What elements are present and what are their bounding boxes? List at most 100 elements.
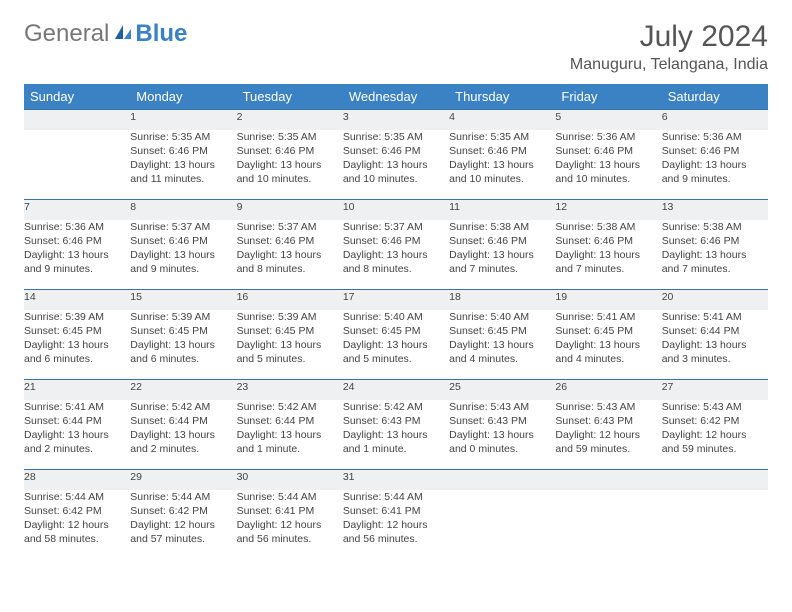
page-header: General Blue July 2024 Manuguru, Telanga…	[24, 20, 768, 74]
daylight-text-2: and 6 minutes.	[24, 352, 130, 366]
sunrise-text: Sunrise: 5:42 AM	[237, 400, 343, 414]
month-title: July 2024	[570, 20, 768, 54]
daylight-text-1: Daylight: 13 hours	[24, 428, 130, 442]
daylight-text-2: and 9 minutes.	[130, 262, 236, 276]
sunrise-text: Sunrise: 5:44 AM	[24, 490, 130, 504]
day-cell	[449, 490, 555, 560]
daylight-text-2: and 11 minutes.	[130, 172, 236, 186]
day-number: 27	[662, 380, 768, 400]
day-number: 9	[237, 200, 343, 220]
daylight-text-2: and 56 minutes.	[343, 532, 449, 546]
day-cell: Sunrise: 5:40 AMSunset: 6:45 PMDaylight:…	[343, 310, 449, 380]
day-number: 13	[662, 200, 768, 220]
sunrise-text: Sunrise: 5:42 AM	[343, 400, 449, 414]
day-detail-row: Sunrise: 5:39 AMSunset: 6:45 PMDaylight:…	[24, 310, 768, 380]
sunrise-text: Sunrise: 5:35 AM	[130, 130, 236, 144]
daylight-text-2: and 6 minutes.	[130, 352, 236, 366]
sunset-text: Sunset: 6:45 PM	[237, 324, 343, 338]
sunrise-text: Sunrise: 5:43 AM	[555, 400, 661, 414]
day-detail-row: Sunrise: 5:36 AMSunset: 6:46 PMDaylight:…	[24, 220, 768, 290]
day-cell: Sunrise: 5:39 AMSunset: 6:45 PMDaylight:…	[24, 310, 130, 380]
day-cell: Sunrise: 5:37 AMSunset: 6:46 PMDaylight:…	[130, 220, 236, 290]
daylight-text-1: Daylight: 12 hours	[130, 518, 236, 532]
sunset-text: Sunset: 6:46 PM	[237, 144, 343, 158]
daylight-text-2: and 9 minutes.	[662, 172, 768, 186]
sunrise-text: Sunrise: 5:40 AM	[449, 310, 555, 324]
day-header: Friday	[555, 84, 661, 110]
sunrise-text: Sunrise: 5:43 AM	[449, 400, 555, 414]
day-number: 22	[130, 380, 236, 400]
sunset-text: Sunset: 6:45 PM	[449, 324, 555, 338]
day-number: 30	[237, 470, 343, 490]
sunset-text: Sunset: 6:46 PM	[130, 234, 236, 248]
daylight-text-2: and 7 minutes.	[449, 262, 555, 276]
sunset-text: Sunset: 6:46 PM	[24, 234, 130, 248]
day-detail-row: Sunrise: 5:44 AMSunset: 6:42 PMDaylight:…	[24, 490, 768, 560]
daylight-text-2: and 10 minutes.	[449, 172, 555, 186]
day-number: 26	[555, 380, 661, 400]
daylight-text-1: Daylight: 13 hours	[24, 248, 130, 262]
day-header: Wednesday	[343, 84, 449, 110]
sunset-text: Sunset: 6:44 PM	[130, 414, 236, 428]
day-number: 15	[130, 290, 236, 310]
sunrise-text: Sunrise: 5:41 AM	[555, 310, 661, 324]
brand-logo: General Blue	[24, 20, 187, 48]
sunset-text: Sunset: 6:46 PM	[343, 144, 449, 158]
day-cell: Sunrise: 5:37 AMSunset: 6:46 PMDaylight:…	[343, 220, 449, 290]
day-number: 11	[449, 200, 555, 220]
daylight-text-2: and 58 minutes.	[24, 532, 130, 546]
day-cell: Sunrise: 5:36 AMSunset: 6:46 PMDaylight:…	[662, 130, 768, 200]
sunset-text: Sunset: 6:46 PM	[662, 234, 768, 248]
daylight-text-2: and 5 minutes.	[343, 352, 449, 366]
sunrise-text: Sunrise: 5:40 AM	[343, 310, 449, 324]
day-number: 20	[662, 290, 768, 310]
daylight-text-2: and 59 minutes.	[662, 442, 768, 456]
day-detail-row: Sunrise: 5:35 AMSunset: 6:46 PMDaylight:…	[24, 130, 768, 200]
sunrise-text: Sunrise: 5:39 AM	[24, 310, 130, 324]
day-number: 31	[343, 470, 449, 490]
sunrise-text: Sunrise: 5:44 AM	[343, 490, 449, 504]
day-number: 16	[237, 290, 343, 310]
day-header: Sunday	[24, 84, 130, 110]
sunrise-text: Sunrise: 5:37 AM	[237, 220, 343, 234]
sunrise-text: Sunrise: 5:38 AM	[662, 220, 768, 234]
daylight-text-1: Daylight: 13 hours	[130, 248, 236, 262]
daylight-text-2: and 0 minutes.	[449, 442, 555, 456]
day-number: 10	[343, 200, 449, 220]
daylight-text-2: and 8 minutes.	[343, 262, 449, 276]
sunset-text: Sunset: 6:46 PM	[237, 234, 343, 248]
day-number	[449, 470, 555, 490]
sunset-text: Sunset: 6:46 PM	[555, 144, 661, 158]
day-number: 6	[662, 110, 768, 130]
day-number: 8	[130, 200, 236, 220]
sunrise-text: Sunrise: 5:41 AM	[662, 310, 768, 324]
daylight-text-2: and 10 minutes.	[555, 172, 661, 186]
sunrise-text: Sunrise: 5:36 AM	[24, 220, 130, 234]
daylight-text-1: Daylight: 13 hours	[449, 248, 555, 262]
sunset-text: Sunset: 6:41 PM	[237, 504, 343, 518]
day-cell: Sunrise: 5:44 AMSunset: 6:41 PMDaylight:…	[237, 490, 343, 560]
daylight-text-1: Daylight: 13 hours	[24, 338, 130, 352]
day-cell: Sunrise: 5:35 AMSunset: 6:46 PMDaylight:…	[130, 130, 236, 200]
daylight-text-2: and 9 minutes.	[24, 262, 130, 276]
daylight-text-1: Daylight: 13 hours	[555, 248, 661, 262]
daylight-text-1: Daylight: 13 hours	[343, 428, 449, 442]
day-cell: Sunrise: 5:42 AMSunset: 6:43 PMDaylight:…	[343, 400, 449, 470]
day-number-row: 21222324252627	[24, 380, 768, 400]
day-cell: Sunrise: 5:44 AMSunset: 6:41 PMDaylight:…	[343, 490, 449, 560]
day-number: 7	[24, 200, 130, 220]
daylight-text-1: Daylight: 13 hours	[449, 338, 555, 352]
daylight-text-1: Daylight: 12 hours	[24, 518, 130, 532]
day-cell: Sunrise: 5:41 AMSunset: 6:44 PMDaylight:…	[24, 400, 130, 470]
sail-icon	[113, 20, 133, 48]
sunrise-text: Sunrise: 5:37 AM	[343, 220, 449, 234]
title-block: July 2024 Manuguru, Telangana, India	[570, 20, 768, 74]
day-number	[662, 470, 768, 490]
day-cell: Sunrise: 5:41 AMSunset: 6:44 PMDaylight:…	[662, 310, 768, 380]
day-cell: Sunrise: 5:41 AMSunset: 6:45 PMDaylight:…	[555, 310, 661, 380]
daylight-text-2: and 4 minutes.	[449, 352, 555, 366]
daylight-text-2: and 56 minutes.	[237, 532, 343, 546]
day-cell: Sunrise: 5:40 AMSunset: 6:45 PMDaylight:…	[449, 310, 555, 380]
sunrise-text: Sunrise: 5:39 AM	[237, 310, 343, 324]
sunset-text: Sunset: 6:46 PM	[343, 234, 449, 248]
